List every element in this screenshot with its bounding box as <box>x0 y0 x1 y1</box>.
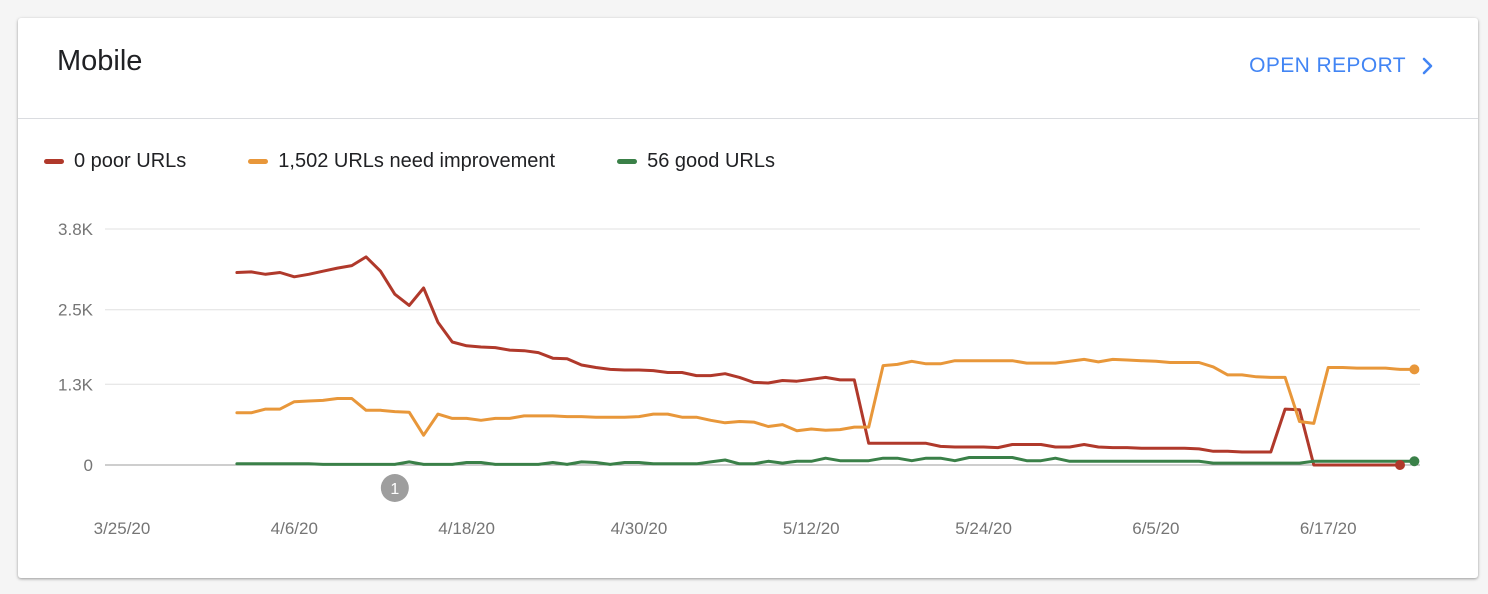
series-end-point-1 <box>1409 364 1420 375</box>
legend-swatch-good <box>617 159 638 164</box>
series-line-2 <box>235 456 1416 466</box>
legend-item-good[interactable]: 56 good URLs <box>617 150 775 173</box>
legend-item-need-improvement[interactable]: 1,502 URLs need improvement <box>248 150 555 173</box>
x-tick-label: 6/5/20 <box>1132 519 1179 538</box>
x-tick-label: 6/17/20 <box>1300 519 1357 538</box>
legend-swatch-need-improvement <box>248 159 269 164</box>
x-tick-label: 3/25/20 <box>94 519 151 538</box>
y-tick-label: 0 <box>84 456 93 475</box>
y-tick-label: 1.3K <box>58 375 94 394</box>
card-header: Mobile OPEN REPORT <box>18 18 1478 119</box>
annotation-marker <box>380 474 409 502</box>
series-end-point-2 <box>1409 456 1420 467</box>
legend-label-good: 56 good URLs <box>647 150 775 172</box>
mobile-report-card: Mobile OPEN REPORT 0 poor URLs 1,502 URL… <box>18 18 1478 578</box>
x-tick-label: 4/30/20 <box>611 519 668 538</box>
x-tick-label: 4/18/20 <box>438 519 495 538</box>
legend-label-need-improvement: 1,502 URLs need improvement <box>278 150 556 172</box>
chevron-right-icon <box>1422 57 1433 75</box>
x-tick-label: 5/12/20 <box>783 519 840 538</box>
legend-label-poor: 0 poor URLs <box>74 150 187 172</box>
chart-legend: 0 poor URLs 1,502 URLs need improvement … <box>44 150 837 173</box>
series-line-1 <box>235 357 1416 437</box>
line-chart: 3.8K 2.5K 1.3K 0 3/25/20 4/6/20 4/18/20 4/30/20… <box>58 220 1420 538</box>
open-report-button[interactable]: OPEN REPORT <box>1249 54 1438 78</box>
x-tick-label: 5/24/20 <box>955 519 1012 538</box>
annotation-label: 1 <box>390 481 399 498</box>
x-tick-label: 4/6/20 <box>271 519 318 538</box>
series-line-0 <box>235 255 1402 467</box>
series-end-point-0 <box>1395 460 1405 470</box>
open-report-label: OPEN REPORT <box>1249 54 1406 77</box>
y-tick-label: 2.5K <box>58 301 94 320</box>
legend-item-poor[interactable]: 0 poor URLs <box>44 150 186 173</box>
card-title: Mobile <box>57 45 143 77</box>
legend-swatch-poor <box>44 159 64 164</box>
y-tick-label: 3.8K <box>58 220 94 239</box>
